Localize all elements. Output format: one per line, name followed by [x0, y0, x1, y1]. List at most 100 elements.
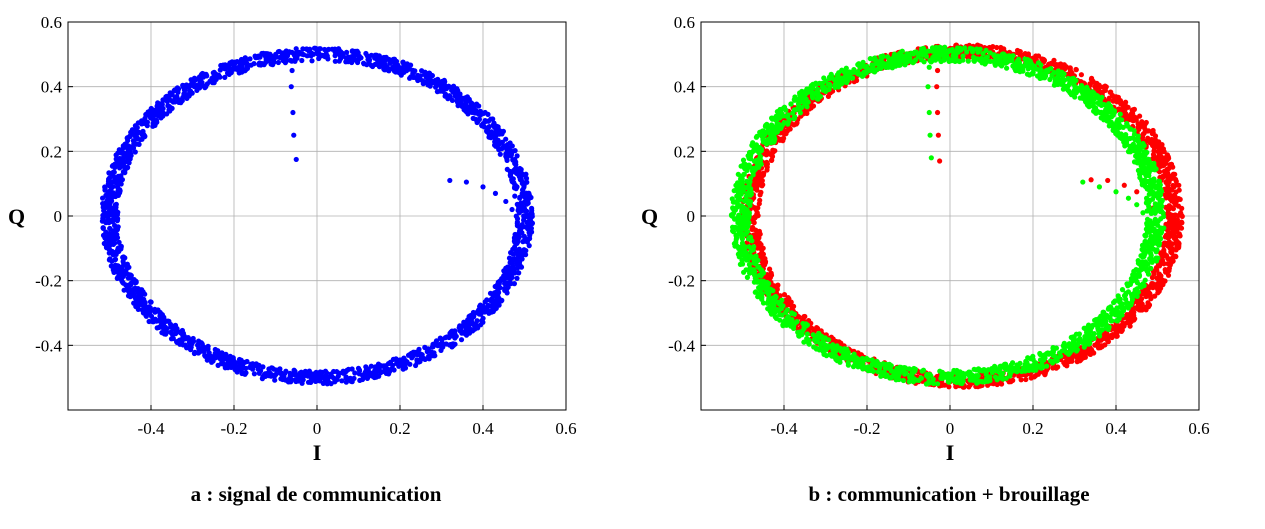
data-point	[1161, 168, 1167, 174]
data-point	[433, 338, 440, 344]
data-point	[145, 112, 151, 118]
data-point	[781, 131, 787, 137]
data-point	[1158, 148, 1164, 154]
data-point	[363, 364, 369, 370]
data-point	[305, 379, 312, 385]
data-point	[860, 60, 866, 67]
scatter-panel-b: -0.4 -0.2 0 0.2 0.4 0.6 0.6 0.4 0.2 0 -0.2 -0.4 I Q b…	[633, 0, 1265, 529]
data-point	[994, 44, 1000, 51]
data-point	[514, 219, 521, 225]
data-point	[934, 67, 941, 74]
data-point	[521, 233, 527, 239]
y-tick-label: 0	[54, 207, 63, 226]
data-point	[515, 235, 522, 241]
data-point	[141, 132, 147, 138]
data-point	[503, 265, 509, 271]
data-point	[1166, 265, 1172, 271]
data-point	[1144, 149, 1150, 156]
data-point	[222, 74, 228, 80]
data-point	[356, 56, 362, 62]
data-point	[1121, 182, 1127, 188]
data-point	[1163, 195, 1169, 201]
data-point	[240, 370, 246, 376]
data-point	[915, 54, 921, 60]
data-point	[170, 326, 176, 332]
data-point	[162, 329, 168, 335]
data-point	[490, 308, 496, 315]
data-point	[511, 180, 517, 186]
data-point	[1155, 290, 1161, 296]
x-tick-label: -0.4	[138, 419, 165, 438]
data-point	[378, 363, 384, 369]
data-point	[762, 259, 769, 265]
data-point	[529, 211, 535, 217]
data-point	[362, 370, 368, 376]
data-point	[516, 205, 522, 211]
data-point	[105, 178, 112, 184]
data-point	[114, 275, 120, 281]
data-point	[171, 88, 177, 94]
data-point	[1126, 113, 1133, 119]
data-point	[148, 299, 154, 305]
data-point	[450, 84, 456, 90]
data-point	[1174, 220, 1180, 226]
data-point	[351, 375, 357, 381]
data-point	[1121, 323, 1127, 329]
data-point	[1168, 176, 1174, 182]
data-point	[125, 150, 131, 156]
data-point	[153, 112, 159, 118]
grid	[68, 22, 566, 410]
data-point	[376, 64, 383, 70]
data-point	[521, 205, 528, 211]
data-point	[300, 46, 306, 52]
data-point	[280, 373, 286, 379]
data-point	[449, 328, 455, 334]
data-point	[516, 270, 522, 276]
data-point	[746, 261, 752, 268]
data-point	[497, 130, 503, 136]
data-point	[751, 220, 757, 226]
data-point	[490, 116, 496, 122]
data-point	[1176, 196, 1182, 202]
data-point	[1160, 156, 1166, 162]
data-point	[1131, 309, 1137, 315]
data-point	[480, 184, 486, 190]
x-tick-label: -0.2	[221, 419, 248, 438]
data-point	[299, 57, 305, 64]
data-point	[116, 245, 122, 251]
x-tick-label: 0.6	[555, 419, 576, 438]
data-point	[475, 118, 481, 124]
data-point	[209, 359, 215, 365]
y-tick-label: 0.2	[41, 142, 62, 161]
data-point	[344, 49, 350, 56]
data-point	[755, 213, 761, 219]
data-point	[110, 190, 116, 196]
data-point	[494, 126, 500, 132]
data-point	[104, 204, 110, 210]
data-point	[1115, 326, 1121, 332]
data-point	[162, 319, 168, 325]
data-point	[1136, 126, 1142, 132]
data-point	[456, 325, 462, 331]
data-point	[314, 378, 320, 384]
data-point	[361, 61, 367, 67]
data-point	[449, 333, 456, 339]
data-point	[1129, 316, 1135, 322]
data-point	[423, 74, 429, 80]
data-point	[446, 83, 452, 90]
data-point	[390, 56, 396, 63]
data-point	[150, 116, 156, 122]
data-point	[1105, 335, 1111, 341]
data-point	[194, 82, 200, 89]
data-point	[1078, 72, 1084, 78]
data-point	[158, 318, 164, 324]
data-point	[291, 132, 297, 138]
data-point	[339, 378, 345, 384]
data-point	[523, 175, 530, 181]
data-point	[128, 129, 134, 135]
data-point	[1150, 127, 1156, 134]
data-point	[1151, 284, 1157, 290]
data-point	[1175, 203, 1182, 209]
data-point	[190, 83, 196, 89]
data-point	[504, 157, 510, 163]
